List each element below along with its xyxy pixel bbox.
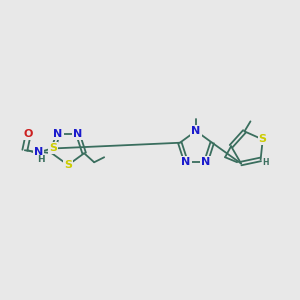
Text: H: H (262, 158, 269, 167)
Text: N: N (53, 129, 63, 139)
Text: N: N (34, 147, 44, 157)
Text: N: N (201, 157, 211, 167)
Text: S: S (64, 160, 72, 170)
Text: S: S (259, 134, 267, 145)
Text: O: O (23, 129, 32, 139)
Text: N: N (74, 129, 82, 139)
Text: S: S (49, 143, 57, 153)
Text: N: N (191, 126, 201, 136)
Text: H: H (37, 155, 45, 164)
Text: N: N (182, 157, 190, 167)
